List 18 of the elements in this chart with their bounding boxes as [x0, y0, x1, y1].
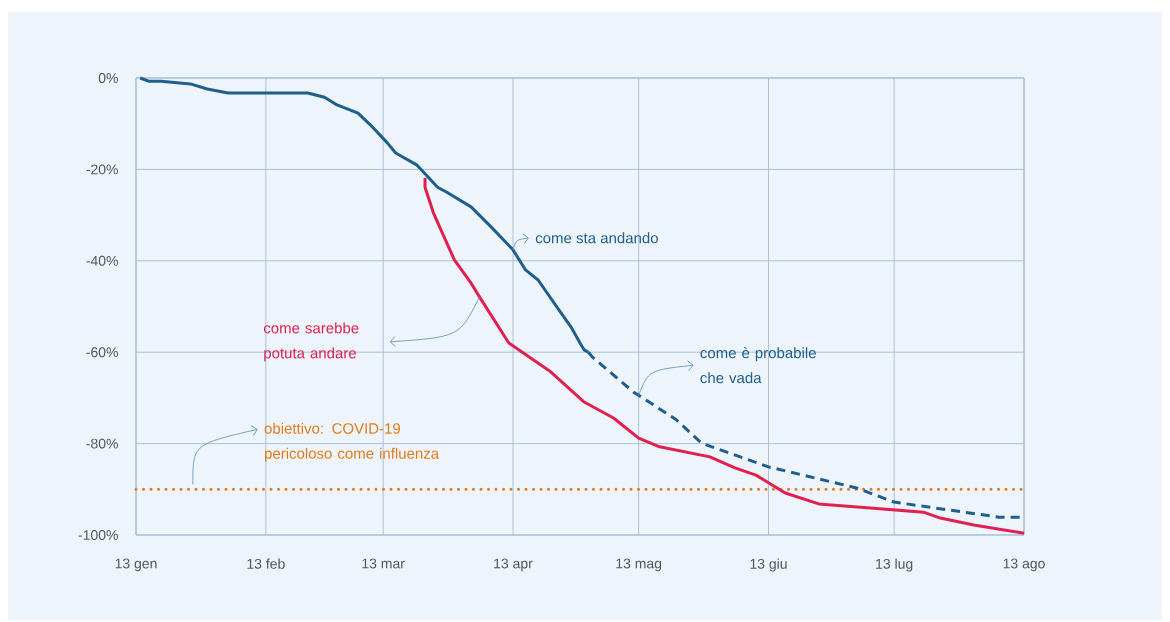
x-tick-label: 13 giu	[750, 558, 787, 572]
y-tick-label: -80%	[86, 438, 118, 449]
series-label: come sta andando	[535, 232, 658, 244]
x-tick-label: 13 ago	[1003, 558, 1045, 572]
x-tick-label: 13 gen	[115, 558, 157, 572]
text: come è probabile che vada	[700, 347, 816, 384]
y-tick-label: -60%	[86, 347, 118, 358]
y-tick-label: 0%	[98, 73, 118, 83]
y-tick-label: -100%	[78, 530, 118, 540]
x-tick-label: 13 lug	[876, 558, 913, 572]
x-tick-label: 13 apr	[494, 558, 533, 572]
x-tick-label: 13 mar	[362, 558, 405, 569]
y-tick-label: -20%	[86, 164, 118, 175]
x-tick-label: 13 feb	[247, 558, 285, 569]
y-tick-label: -40%	[86, 255, 118, 266]
ref-line-label: obiettivo: COVID-19 pericoloso come influenza	[264, 422, 440, 462]
text: come sarebbe potuta andare	[263, 322, 359, 362]
x-tick-label: 13 mag	[616, 558, 662, 572]
